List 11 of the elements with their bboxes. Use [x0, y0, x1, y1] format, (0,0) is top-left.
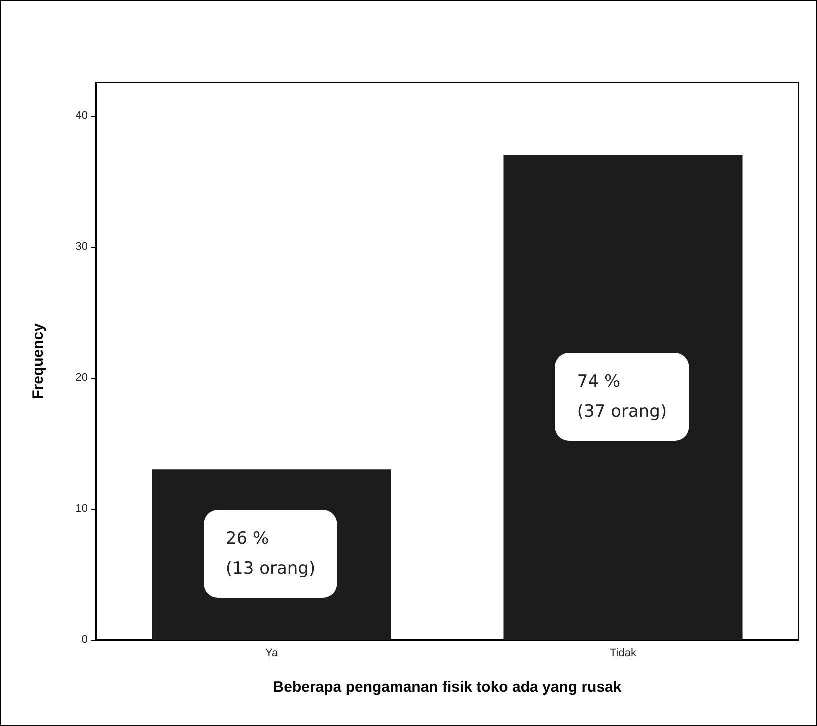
- y-tick-label: 40: [76, 110, 88, 122]
- y-tick-label: 10: [76, 502, 88, 515]
- y-tick-label: 0: [82, 634, 88, 646]
- x-tick-label: Ya: [265, 648, 279, 660]
- y-tick-label: 30: [76, 240, 88, 253]
- label-box: 26 % (13 orang): [204, 510, 338, 598]
- x-tick-label: Tidak: [610, 648, 637, 660]
- y-tick-label: 20: [76, 372, 88, 384]
- x-axis-title: Beberapa pengamanan fisik toko ada yang rusak: [273, 679, 622, 696]
- y-axis-title: Frequency: [30, 322, 47, 400]
- label-box: 74 % (37 orang): [555, 352, 690, 441]
